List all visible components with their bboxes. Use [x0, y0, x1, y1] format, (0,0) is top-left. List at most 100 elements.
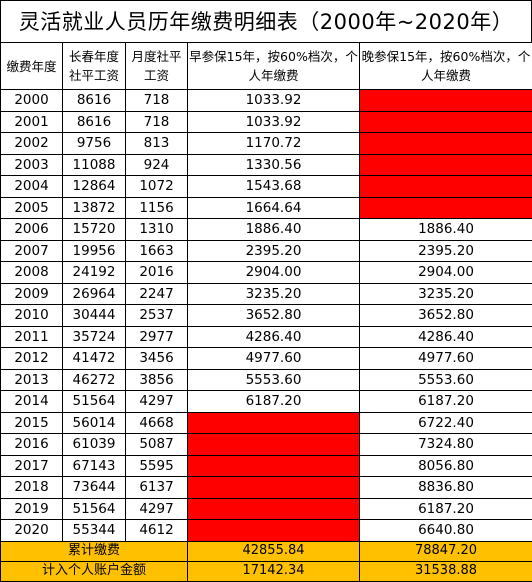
cell-monthly-salary: 718	[126, 90, 188, 112]
cell-early-contribution: 4286.40	[188, 326, 360, 348]
cell-early-contribution	[188, 455, 360, 477]
cell-year: 2006	[1, 219, 63, 241]
cell-annual-salary: 15720	[63, 219, 126, 241]
cell-monthly-salary: 5087	[126, 434, 188, 456]
cell-annual-salary: 51564	[63, 498, 126, 520]
account-label: 计入个人账户金额	[1, 561, 188, 581]
cell-late-contribution: 1886.40	[360, 219, 532, 241]
cell-monthly-salary: 1663	[126, 240, 188, 262]
cell-year: 2017	[1, 455, 63, 477]
cell-monthly-salary: 813	[126, 133, 188, 155]
cell-annual-salary: 55344	[63, 520, 126, 542]
cell-late-contribution: 2395.20	[360, 240, 532, 262]
cell-late-contribution	[360, 176, 532, 198]
cell-year: 2009	[1, 283, 63, 305]
cell-year: 2016	[1, 434, 63, 456]
cell-late-contribution	[360, 154, 532, 176]
cell-annual-salary: 67143	[63, 455, 126, 477]
cell-year: 2013	[1, 369, 63, 391]
cell-early-contribution: 1330.56	[188, 154, 360, 176]
cell-annual-salary: 9756	[63, 133, 126, 155]
cell-monthly-salary: 3856	[126, 369, 188, 391]
cell-annual-salary: 51564	[63, 391, 126, 413]
header-late-contribution: 晚参保15年，按60%档次，个人年缴费	[360, 43, 532, 90]
cell-monthly-salary: 4612	[126, 520, 188, 542]
table-title: 灵活就业人员历年缴费明细表（2000年~2020年）	[0, 0, 532, 42]
header-year: 缴费年度	[1, 43, 63, 90]
cell-year: 2001	[1, 111, 63, 133]
cell-year: 2005	[1, 197, 63, 219]
cell-year: 2000	[1, 90, 63, 112]
cell-annual-salary: 30444	[63, 305, 126, 327]
cell-annual-salary: 8616	[63, 111, 126, 133]
cell-year: 2002	[1, 133, 63, 155]
cell-annual-salary: 13872	[63, 197, 126, 219]
cell-annual-salary: 26964	[63, 283, 126, 305]
cell-early-contribution: 2395.20	[188, 240, 360, 262]
cell-annual-salary: 24192	[63, 262, 126, 284]
cell-early-contribution: 1664.64	[188, 197, 360, 219]
cell-late-contribution: 6640.80	[360, 520, 532, 542]
cell-early-contribution: 1543.68	[188, 176, 360, 198]
account-early: 17142.34	[188, 561, 360, 581]
cell-monthly-salary: 718	[126, 111, 188, 133]
cell-year: 2012	[1, 348, 63, 370]
cell-monthly-salary: 924	[126, 154, 188, 176]
cell-early-contribution	[188, 498, 360, 520]
cell-monthly-salary: 4668	[126, 412, 188, 434]
cell-year: 2003	[1, 154, 63, 176]
totals-row: 累计缴费 42855.84 78847.20	[1, 541, 532, 561]
cell-early-contribution: 1033.92	[188, 90, 360, 112]
cell-annual-salary: 61039	[63, 434, 126, 456]
cell-early-contribution	[188, 412, 360, 434]
spreadsheet: 灵活就业人员历年缴费明细表（2000年~2020年） 缴费年度 长春年度社平工资…	[0, 0, 532, 552]
cell-year: 2010	[1, 305, 63, 327]
totals-early: 42855.84	[188, 541, 360, 561]
cell-year: 2004	[1, 176, 63, 198]
cell-year: 2018	[1, 477, 63, 499]
cell-year: 2020	[1, 520, 63, 542]
cell-early-contribution: 2904.00	[188, 262, 360, 284]
cell-year: 2008	[1, 262, 63, 284]
cell-late-contribution: 4977.60	[360, 348, 532, 370]
cell-late-contribution	[360, 90, 532, 112]
cell-early-contribution: 3652.80	[188, 305, 360, 327]
cell-early-contribution: 5553.60	[188, 369, 360, 391]
cell-late-contribution: 6722.40	[360, 412, 532, 434]
cell-late-contribution: 2904.00	[360, 262, 532, 284]
cell-late-contribution: 8056.80	[360, 455, 532, 477]
cell-annual-salary: 12864	[63, 176, 126, 198]
header-monthly-salary: 月度社平工资	[126, 43, 188, 90]
account-row: 计入个人账户金额 17142.34 31538.88	[1, 561, 532, 581]
contribution-table: 缴费年度 长春年度社平工资 月度社平工资 早参保15年，按60%档次，个人年缴费…	[0, 42, 532, 582]
cell-early-contribution	[188, 477, 360, 499]
cell-monthly-salary: 2537	[126, 305, 188, 327]
cell-late-contribution	[360, 197, 532, 219]
cell-early-contribution: 3235.20	[188, 283, 360, 305]
totals-late: 78847.20	[360, 541, 532, 561]
cell-annual-salary: 56014	[63, 412, 126, 434]
cell-monthly-salary: 6137	[126, 477, 188, 499]
cell-annual-salary: 41472	[63, 348, 126, 370]
cell-monthly-salary: 2016	[126, 262, 188, 284]
cell-monthly-salary: 4297	[126, 391, 188, 413]
cell-late-contribution: 8836.80	[360, 477, 532, 499]
cell-year: 2015	[1, 412, 63, 434]
cell-year: 2011	[1, 326, 63, 348]
cell-late-contribution	[360, 133, 532, 155]
